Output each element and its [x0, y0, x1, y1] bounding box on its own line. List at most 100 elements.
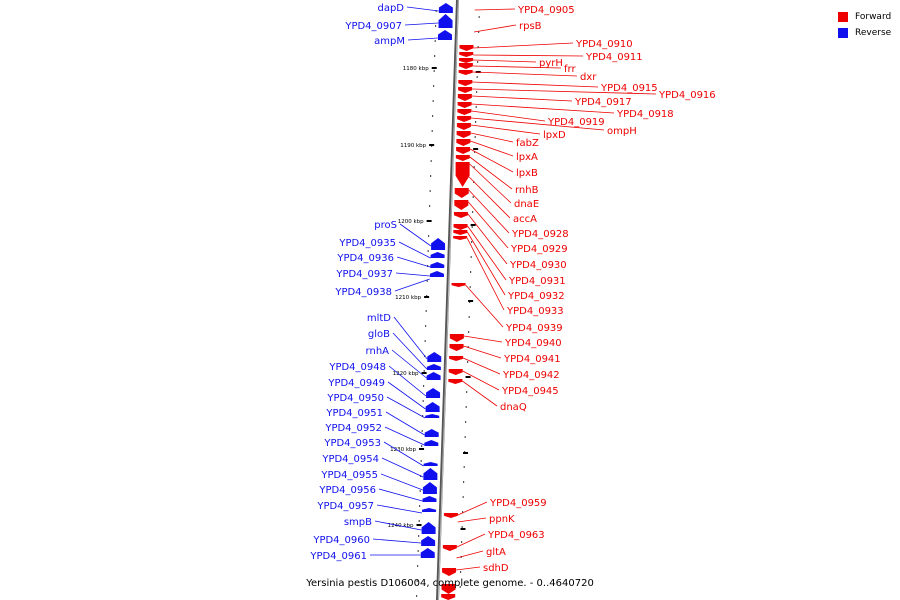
- forward-gene-feature[interactable]: [459, 52, 474, 57]
- forward-gene-feature[interactable]: [449, 344, 464, 351]
- forward-gene-feature[interactable]: [457, 116, 472, 122]
- reverse-gene-feature[interactable]: [438, 30, 452, 40]
- reverse-gene-label[interactable]: YPD4_0955: [320, 470, 378, 481]
- forward-gene-feature[interactable]: [456, 123, 471, 130]
- reverse-gene-label[interactable]: YPD4_0951: [325, 408, 383, 419]
- forward-gene-feature[interactable]: [441, 594, 456, 600]
- reverse-gene-label[interactable]: YPD4_0953: [323, 438, 381, 449]
- forward-gene-label[interactable]: YPD4_0919: [547, 117, 605, 128]
- reverse-gene-label[interactable]: rnhA: [366, 346, 390, 357]
- forward-gene-feature[interactable]: [456, 147, 471, 154]
- reverse-gene-feature[interactable]: [424, 429, 439, 437]
- reverse-gene-feature[interactable]: [424, 440, 439, 446]
- forward-gene-feature[interactable]: [454, 200, 469, 210]
- legend-reverse[interactable]: Reverse: [838, 25, 900, 40]
- reverse-gene-feature[interactable]: [430, 262, 445, 268]
- reverse-gene-label[interactable]: ampM: [374, 36, 405, 47]
- forward-gene-label[interactable]: rpsB: [519, 21, 542, 32]
- reverse-gene-label[interactable]: YPD4_0960: [312, 535, 370, 546]
- forward-gene-feature[interactable]: [458, 80, 473, 86]
- forward-gene-feature[interactable]: [449, 334, 464, 342]
- forward-gene-label[interactable]: frr: [564, 64, 576, 75]
- reverse-gene-feature[interactable]: [431, 238, 446, 250]
- forward-gene-label[interactable]: YPD4_0911: [585, 52, 643, 63]
- forward-gene-label[interactable]: YPD4_0928: [511, 229, 569, 240]
- forward-gene-label[interactable]: pyrH: [539, 58, 563, 69]
- reverse-gene-feature[interactable]: [429, 271, 444, 277]
- reverse-gene-label[interactable]: YPD4_0936: [336, 253, 394, 264]
- reverse-gene-label[interactable]: YPD4_0954: [321, 454, 379, 465]
- forward-gene-feature[interactable]: [455, 155, 470, 161]
- forward-gene-label[interactable]: YPD4_0905: [517, 5, 575, 16]
- forward-gene-label[interactable]: ppnK: [489, 514, 515, 525]
- reverse-gene-label[interactable]: proS: [374, 220, 397, 231]
- forward-gene-feature[interactable]: [458, 70, 473, 75]
- forward-gene-feature[interactable]: [453, 224, 468, 230]
- reverse-gene-label[interactable]: dapD: [377, 3, 404, 14]
- reverse-gene-feature[interactable]: [423, 462, 438, 466]
- reverse-gene-feature[interactable]: [422, 508, 437, 512]
- forward-gene-label[interactable]: rnhB: [515, 185, 539, 196]
- forward-gene-feature[interactable]: [456, 131, 471, 138]
- forward-gene-label[interactable]: YPD4_0915: [600, 83, 658, 94]
- forward-gene-feature[interactable]: [459, 45, 474, 51]
- reverse-gene-feature[interactable]: [422, 496, 437, 502]
- reverse-gene-label[interactable]: YPD4_0907: [344, 21, 402, 32]
- forward-gene-feature[interactable]: [458, 87, 473, 93]
- forward-gene-feature[interactable]: [457, 109, 472, 115]
- reverse-gene-label[interactable]: YPD4_0961: [309, 551, 367, 562]
- forward-gene-feature[interactable]: [453, 236, 468, 240]
- reverse-gene-feature[interactable]: [425, 414, 440, 418]
- forward-gene-label[interactable]: dnaQ: [500, 402, 527, 413]
- forward-gene-feature[interactable]: [449, 356, 464, 361]
- forward-gene-feature[interactable]: [451, 283, 466, 287]
- forward-gene-feature[interactable]: [453, 230, 468, 235]
- forward-gene-label[interactable]: fabZ: [516, 138, 539, 149]
- reverse-gene-feature[interactable]: [438, 3, 453, 13]
- forward-gene-label[interactable]: ompH: [607, 126, 637, 137]
- reverse-gene-feature[interactable]: [423, 468, 438, 480]
- forward-gene-label[interactable]: gltA: [486, 547, 506, 558]
- forward-gene-label[interactable]: YPD4_0932: [507, 291, 565, 302]
- reverse-gene-feature[interactable]: [420, 548, 435, 558]
- forward-gene-label[interactable]: dxr: [580, 72, 597, 83]
- forward-gene-label[interactable]: lpxA: [516, 152, 538, 163]
- forward-gene-label[interactable]: YPD4_0939: [505, 323, 563, 334]
- reverse-gene-label[interactable]: YPD4_0949: [327, 378, 385, 389]
- forward-gene-label[interactable]: lpxB: [516, 168, 538, 179]
- forward-gene-feature[interactable]: [455, 162, 470, 187]
- forward-gene-feature[interactable]: [441, 584, 456, 594]
- forward-gene-label[interactable]: YPD4_0929: [510, 244, 568, 255]
- reverse-gene-label[interactable]: YPD4_0957: [316, 501, 374, 512]
- forward-gene-label[interactable]: YPD4_0910: [575, 39, 633, 50]
- forward-gene-label[interactable]: YPD4_0933: [506, 306, 564, 317]
- forward-gene-feature[interactable]: [453, 212, 468, 218]
- forward-gene-label[interactable]: YPD4_0940: [504, 338, 562, 349]
- forward-gene-feature[interactable]: [442, 545, 457, 551]
- forward-gene-label[interactable]: YPD4_0941: [503, 354, 561, 365]
- forward-gene-label[interactable]: YPD4_0930: [509, 260, 567, 271]
- forward-gene-feature[interactable]: [443, 513, 458, 518]
- forward-gene-feature[interactable]: [457, 94, 472, 101]
- reverse-gene-feature[interactable]: [421, 536, 436, 546]
- forward-gene-feature[interactable]: [448, 379, 463, 384]
- reverse-gene-feature[interactable]: [426, 388, 441, 398]
- reverse-gene-feature[interactable]: [427, 352, 442, 362]
- forward-gene-feature[interactable]: [457, 102, 472, 108]
- reverse-gene-feature[interactable]: [426, 364, 441, 370]
- reverse-gene-label[interactable]: YPD4_0948: [328, 362, 386, 373]
- forward-gene-feature[interactable]: [442, 568, 457, 576]
- forward-gene-label[interactable]: YPD4_0963: [487, 530, 545, 541]
- forward-gene-label[interactable]: lpxD: [543, 130, 566, 141]
- reverse-gene-feature[interactable]: [421, 522, 436, 534]
- reverse-gene-label[interactable]: smpB: [344, 517, 372, 528]
- reverse-gene-label[interactable]: mltD: [367, 313, 391, 324]
- reverse-gene-label[interactable]: YPD4_0938: [334, 287, 392, 298]
- reverse-gene-feature[interactable]: [422, 482, 437, 494]
- forward-gene-label[interactable]: YPD4_0931: [508, 276, 566, 287]
- reverse-gene-label[interactable]: YPD4_0935: [338, 238, 396, 249]
- legend-forward[interactable]: Forward: [838, 9, 900, 24]
- forward-gene-feature[interactable]: [454, 188, 469, 198]
- reverse-gene-feature[interactable]: [430, 252, 445, 258]
- forward-gene-feature[interactable]: [458, 63, 473, 69]
